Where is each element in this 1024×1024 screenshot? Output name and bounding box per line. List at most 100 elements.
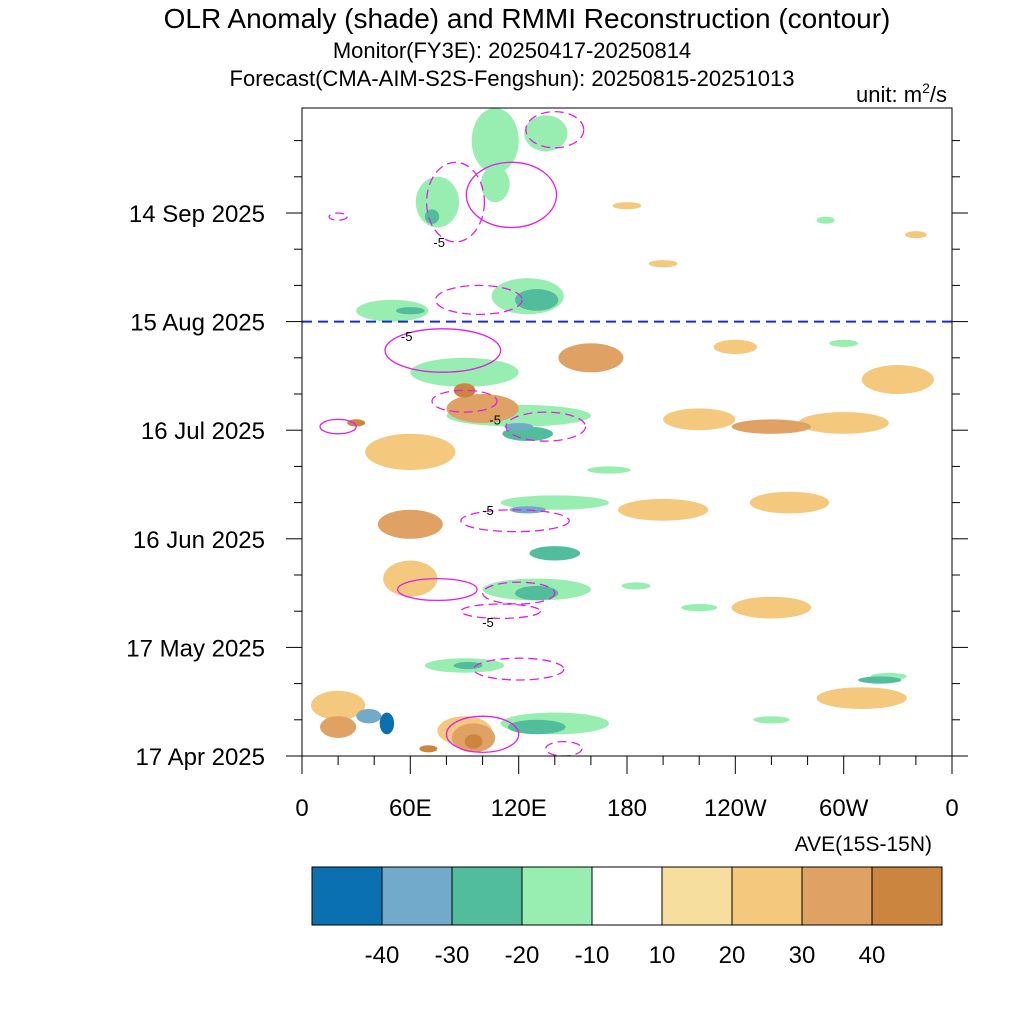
olr-anomaly-patch (471, 108, 519, 174)
olr-anomaly-patch (480, 165, 510, 203)
y-minor-ticks (294, 140, 960, 721)
olr-anomaly-patch (798, 412, 889, 434)
colorbar-box (381, 866, 453, 926)
rmmi-positive-contour (319, 418, 357, 435)
olr-anomaly-patch (504, 423, 534, 431)
colorbar-label: -20 (505, 942, 540, 969)
olr-anomaly-patch (311, 690, 366, 720)
olr-anomaly-patch (612, 202, 642, 210)
rmmi-negative-contour (431, 389, 498, 413)
colorbar-label: -10 (575, 942, 610, 969)
colorbar-box (311, 866, 383, 926)
olr-anomaly-patch (681, 604, 718, 612)
olr-anomaly-patch (383, 560, 438, 597)
olr-anomaly-patch (379, 712, 395, 735)
olr-anomaly-patch (816, 687, 907, 709)
contour-value-label: -5 (489, 412, 501, 427)
chart-title: OLR Anomaly (shade) and RMMI Reconstruct… (164, 3, 891, 34)
rmmi-positive-contour (465, 161, 558, 229)
x-tick-label: 180 (607, 795, 647, 822)
olr-anomaly-patch (356, 299, 429, 322)
unit-suffix: /s (930, 82, 947, 107)
x-tick-label: 60W (819, 795, 869, 822)
rmmi-contour-layer (319, 110, 587, 756)
olr-anomaly-patch (663, 408, 736, 431)
rmmi-negative-contour (460, 603, 541, 620)
olr-shading-layer (311, 108, 934, 753)
rmmi-negative-contour (472, 657, 565, 681)
y-tick-label: 17 Apr 2025 (136, 744, 265, 771)
contour-value-label: -5 (401, 329, 413, 344)
colorbar-box (451, 866, 523, 926)
rmmi-negative-contour (525, 110, 585, 149)
olr-anomaly-patch (648, 260, 678, 268)
rmmi-positive-contour (384, 328, 502, 373)
rmmi-positive-contour (397, 577, 478, 602)
olr-anomaly-patch (464, 734, 483, 749)
olr-anomaly-patch (858, 676, 902, 684)
olr-anomaly-patch (861, 365, 934, 394)
contour-label-layer: -5 -5 -5 -5 -5 (401, 235, 501, 630)
x-tick-label: 120E (491, 795, 547, 822)
y-tick-label: 16 Jul 2025 (141, 418, 265, 445)
y-tick-label: 14 Sep 2025 (129, 201, 265, 228)
unit-exponent: 2 (922, 80, 930, 96)
colorbar-label: 40 (859, 942, 886, 969)
olr-anomaly-patch (500, 495, 609, 510)
olr-anomaly-patch (347, 419, 366, 427)
rmmi-positive-contour (445, 715, 520, 754)
colorbar-label: -30 (435, 942, 470, 969)
olr-anomaly-patch (558, 343, 624, 373)
olr-anomaly-patch (731, 419, 812, 434)
olr-anomaly-patch (713, 339, 757, 355)
x-tick-label: 120W (704, 795, 767, 822)
forecast-subtitle: Forecast(CMA-AIM-S2S-Fengshun): 20250815… (230, 66, 795, 91)
x-tick-label: 0 (945, 795, 958, 822)
colorbar: -40 -30 -20 -10 10 20 30 40 (311, 866, 943, 969)
olr-anomaly-patch (507, 719, 566, 735)
rmmi-negative-contour (328, 212, 348, 221)
olr-anomaly-patch (753, 716, 790, 724)
x-tick-label: 60E (389, 795, 432, 822)
olr-anomaly-patch (731, 596, 812, 619)
x-axis-label: AVE(15S-15N) (795, 833, 932, 856)
colorbar-box (661, 866, 733, 926)
olr-anomaly-patch (621, 582, 651, 590)
colorbar-label: 10 (649, 942, 676, 969)
olr-anomaly-patch (410, 357, 519, 387)
olr-anomaly-patch (905, 231, 927, 239)
olr-anomaly-patch (453, 383, 476, 398)
olr-anomaly-patch (320, 716, 357, 738)
olr-anomaly-patch (515, 289, 559, 311)
olr-anomaly-patch (587, 466, 631, 474)
olr-anomaly-patch (749, 491, 830, 514)
olr-anomaly-patch (446, 394, 519, 423)
colorbar-box (521, 866, 593, 926)
y-tick-label: 17 May 2025 (126, 635, 265, 662)
monitor-subtitle: Monitor(FY3E): 20250417-20250814 (333, 38, 691, 63)
colorbar-box (731, 866, 803, 926)
olr-anomaly-patch (529, 546, 581, 561)
olr-anomaly-patch (502, 426, 553, 441)
olr-anomaly-patch (618, 498, 709, 521)
olr-anomaly-patch (515, 585, 559, 601)
unit-prefix: unit: m (856, 82, 922, 107)
x-minor-ticks (337, 756, 917, 765)
olr-anomaly-patch (365, 433, 456, 470)
rmmi-negative-contour (434, 284, 523, 316)
contour-value-label: -5 (482, 615, 494, 630)
colorbar-label: 30 (789, 942, 816, 969)
contour-value-label: -5 (482, 503, 494, 518)
rmmi-negative-contour (425, 161, 486, 243)
olr-anomaly-patch (356, 709, 382, 724)
olr-anomaly-patch (419, 745, 438, 753)
rmmi-negative-contour (481, 581, 556, 605)
rmmi-negative-contour (460, 509, 570, 533)
contour-value-label: -5 (433, 235, 445, 250)
y-tick-label: 15 Aug 2025 (130, 310, 265, 337)
unit-label: unit: m2/s (856, 80, 947, 107)
olr-anomaly-patch (377, 509, 443, 539)
rmmi-negative-contour (505, 411, 587, 442)
colorbar-label: -40 (365, 942, 400, 969)
olr-anomaly-patch (424, 209, 440, 224)
